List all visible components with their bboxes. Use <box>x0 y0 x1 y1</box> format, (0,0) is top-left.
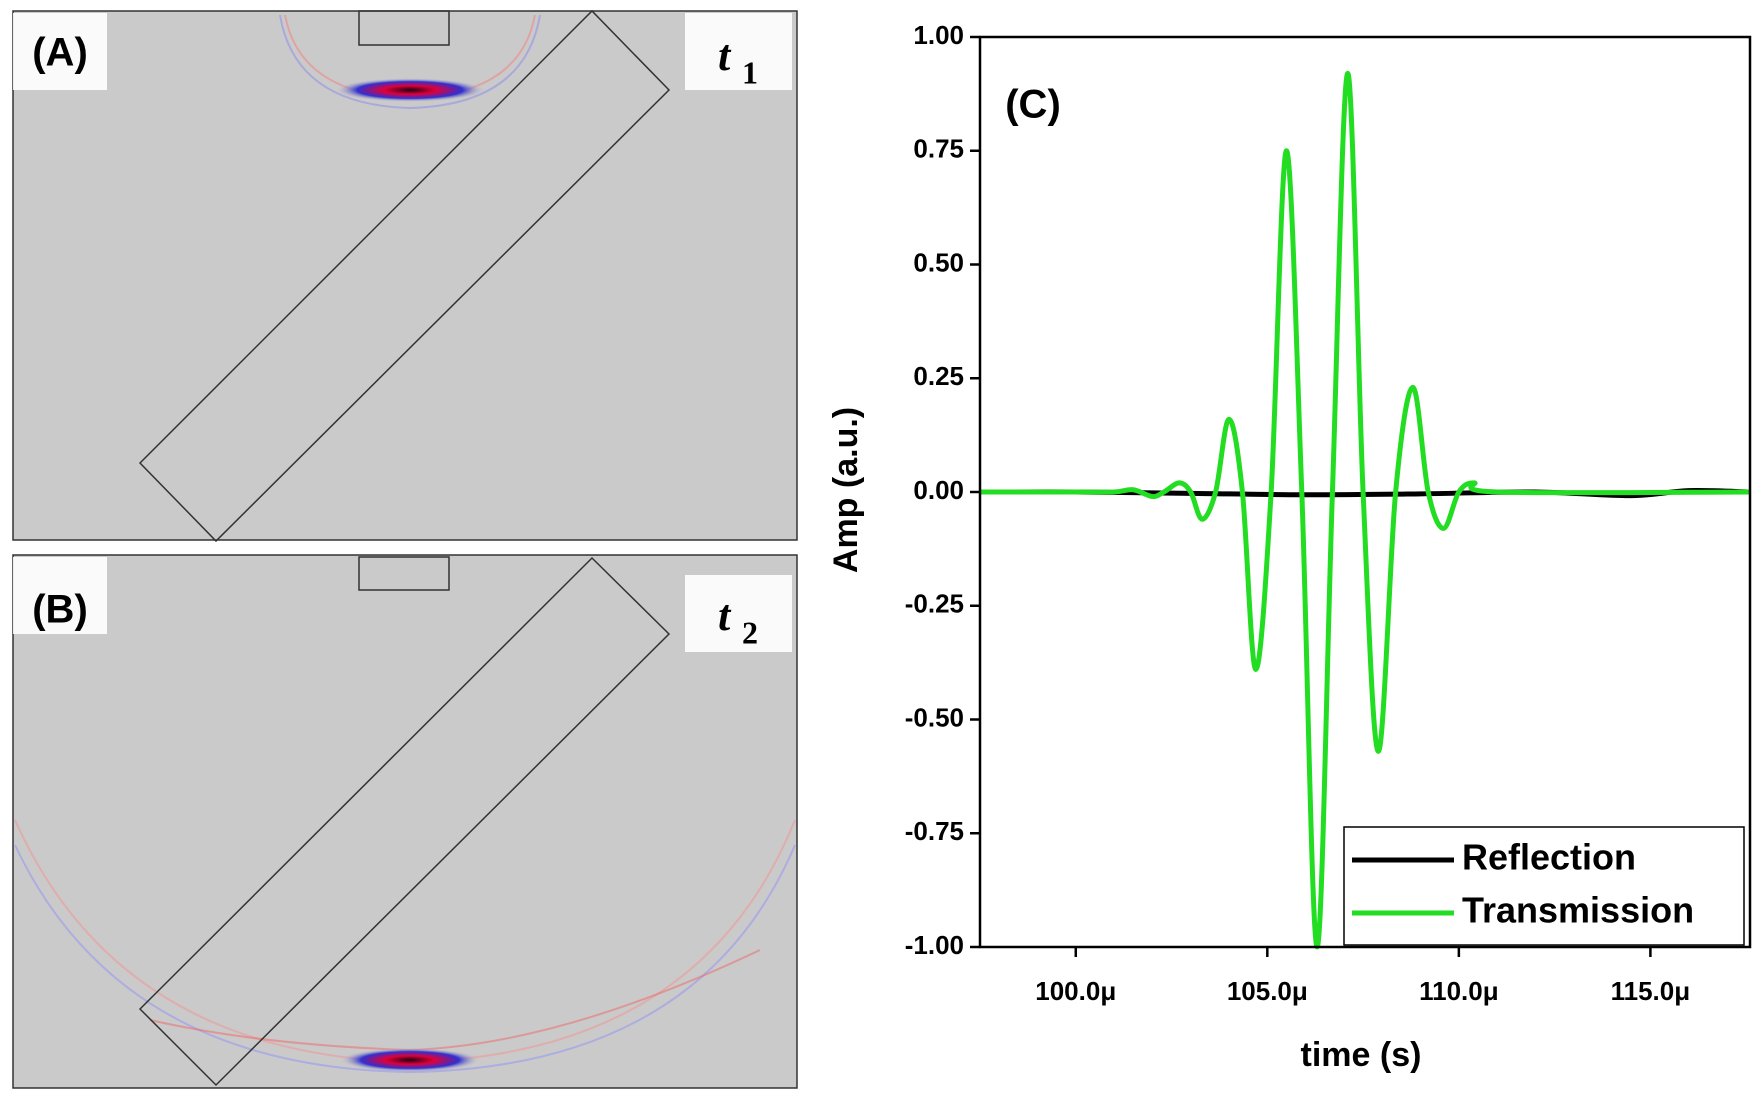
label-box <box>685 575 792 652</box>
y-tick-label: -0.25 <box>905 589 964 619</box>
y-tick-label: 0.75 <box>913 134 964 164</box>
x-tick-label: 100.0μ <box>1035 976 1116 1006</box>
y-tick-label: 0.25 <box>913 361 964 391</box>
time-subscript: 1 <box>742 54 758 90</box>
wave-packet <box>335 78 485 102</box>
label-box <box>13 13 107 90</box>
transducer <box>358 10 450 46</box>
x-axis-label: time (s) <box>1301 1036 1422 1074</box>
y-tick-label: -1.00 <box>905 930 964 960</box>
legend-box <box>1343 826 1745 946</box>
panel-label: (A) <box>32 31 88 75</box>
transducer <box>358 556 450 591</box>
panel-b: (B) t 2 <box>12 554 798 1089</box>
y-axis-label: Amp (a.u.) <box>827 407 865 573</box>
chart: (C) time (s) Amp (a.u.) -1.00 -0.75 -0.50 -… <box>827 20 1752 1074</box>
panel-label: (C) <box>1005 83 1061 127</box>
series-line <box>979 70 1751 950</box>
y-tick-label: 0.00 <box>913 475 964 505</box>
y-tick-label: -0.50 <box>905 702 964 732</box>
time-label: t <box>718 591 732 640</box>
y-tick-label: 0.50 <box>913 247 964 277</box>
y-tick-label: 1.00 <box>913 20 964 50</box>
label-box <box>13 557 107 634</box>
sample-bar <box>138 556 671 1087</box>
legend-label: Reflection <box>1462 837 1636 878</box>
plot-frame <box>978 35 1752 949</box>
y-tick-label: -0.75 <box>905 816 964 846</box>
wave-packet <box>340 1048 480 1072</box>
label-box <box>685 13 792 90</box>
wavefront <box>279 14 541 110</box>
panel-a: (A) t 1 <box>12 9 798 543</box>
x-tick-label: 105.0μ <box>1227 976 1308 1006</box>
sample-bar <box>138 9 671 543</box>
x-tick-label: 115.0μ <box>1611 976 1691 1006</box>
time-subscript: 2 <box>742 614 758 650</box>
time-label: t <box>718 31 732 80</box>
panel-label: (B) <box>32 588 88 632</box>
panel-bg <box>12 554 798 1089</box>
x-tick-label: 110.0μ <box>1419 976 1499 1006</box>
legend-label: Transmission <box>1462 890 1694 931</box>
